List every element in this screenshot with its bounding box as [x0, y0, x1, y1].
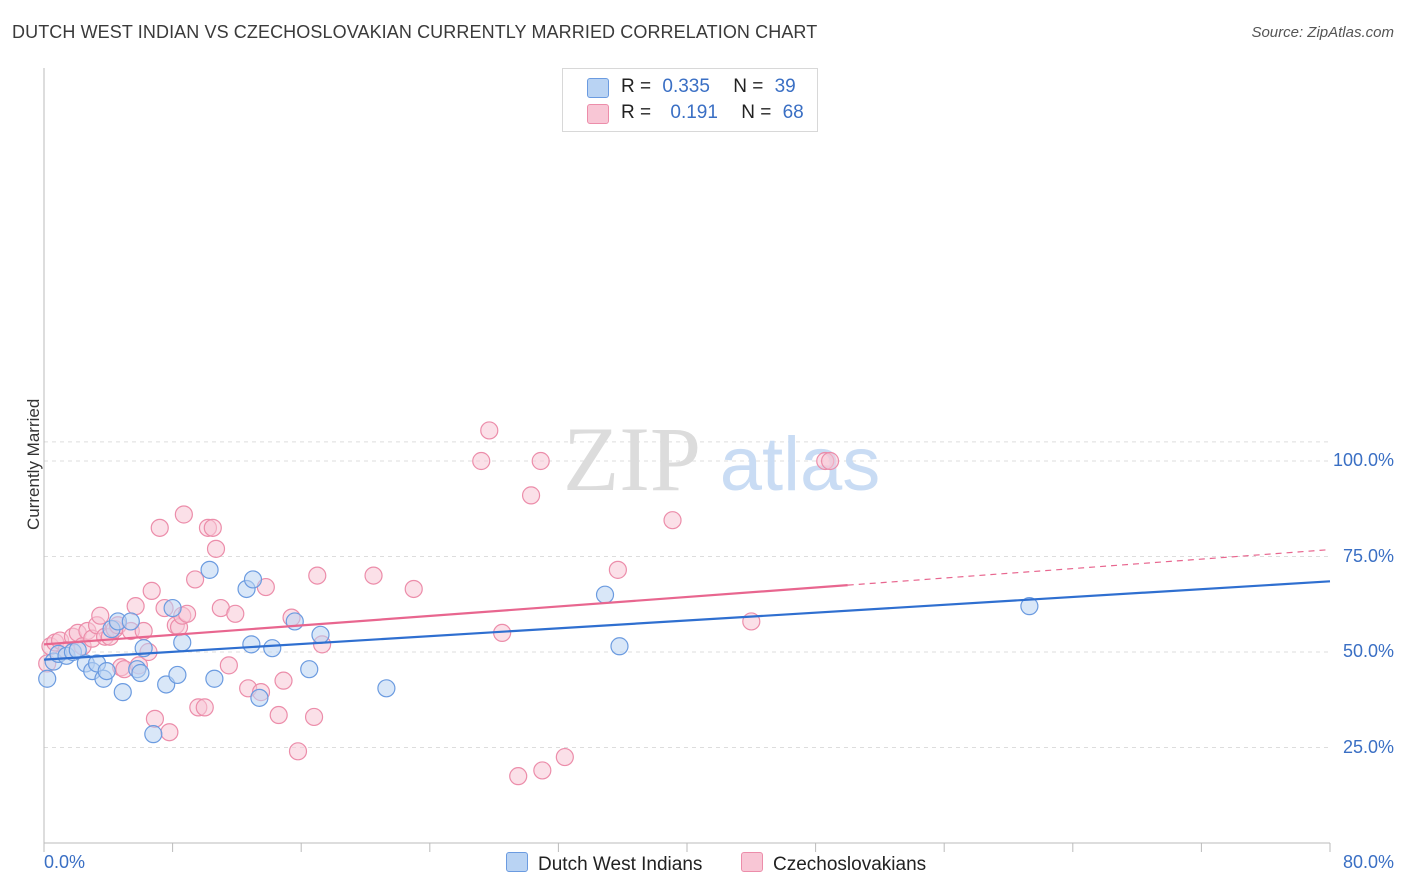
data-point [142, 581, 161, 600]
data-point [480, 421, 499, 440]
legend-r-label-1: R = [621, 76, 652, 97]
watermark: ZIP atlas [563, 408, 880, 510]
data-point [300, 660, 319, 679]
data-point [263, 639, 282, 658]
bottom-legend-pink: Czechoslovakians [741, 852, 926, 876]
bottom-legend-blue: Dutch West Indians [506, 852, 702, 876]
data-point [269, 705, 288, 725]
y-tick-label: 75.0% [1342, 545, 1394, 566]
legend-r-label-2: R = [621, 102, 652, 123]
data-point [820, 451, 840, 471]
legend-row-pink-text: R = 0.191 N = 68 [621, 102, 804, 124]
trend-line [43, 584, 848, 646]
data-point [203, 518, 222, 537]
data-point [174, 505, 193, 524]
data-point [608, 560, 627, 579]
data-point [243, 570, 263, 589]
data-point [160, 723, 179, 742]
legend-n-label-1: N = [733, 76, 764, 97]
legend-row-blue-text: R = 0.335 N = 39 [621, 76, 796, 98]
data-point [195, 698, 214, 717]
legend-r-value-2: 0.191 [670, 102, 718, 123]
bottom-legend-swatch-blue [506, 852, 528, 872]
data-point [250, 688, 269, 707]
x-tick-max: 80.0% [1342, 852, 1394, 872]
y-tick-label: 50.0% [1342, 641, 1394, 661]
y-axis-label: Currently Married [24, 398, 43, 530]
data-point [274, 671, 293, 690]
data-point [91, 606, 110, 625]
bottom-legend-label-pink: Czechoslovakians [773, 854, 927, 875]
legend-r-value-1: 0.335 [662, 76, 710, 97]
data-point [186, 570, 205, 589]
data-point [150, 518, 169, 537]
series-dutch-west-indians-points [38, 560, 1039, 744]
legend-n-value-1: 39 [774, 76, 796, 97]
grid-lines [44, 441, 1330, 748]
data-point [304, 707, 324, 727]
data-point [145, 709, 165, 728]
data-point [311, 625, 330, 644]
data-point [97, 661, 116, 681]
legend-n-value-2: 68 [782, 102, 804, 123]
data-point [113, 683, 132, 702]
data-point [595, 585, 615, 604]
chart-title: DUTCH WEST INDIAN VS CZECHOSLOVAKIAN CUR… [12, 22, 818, 42]
data-point [121, 612, 140, 631]
data-point [555, 747, 574, 767]
trend-line [43, 580, 1331, 661]
data-point [163, 598, 182, 618]
data-point [173, 633, 192, 652]
bottom-legend-swatch-pink [741, 852, 763, 872]
x-tick-min: 0.0% [44, 852, 86, 872]
source-label: Source: ZipAtlas.com [1251, 24, 1394, 41]
data-point [377, 679, 396, 698]
data-point [168, 665, 187, 685]
trend-lines [43, 549, 1331, 661]
data-point [663, 511, 682, 530]
axes [43, 68, 1331, 852]
legend-swatch-blue [587, 78, 609, 98]
data-point [126, 597, 145, 616]
data-point [404, 579, 423, 599]
data-point [206, 539, 226, 558]
trend-line-extension [847, 549, 1331, 586]
data-point [308, 566, 327, 585]
data-point [1020, 597, 1039, 616]
legend-n-label-2: N = [741, 102, 772, 123]
y-tick-label: 25.0% [1342, 736, 1394, 757]
y-tick-label: 100.0% [1332, 450, 1394, 470]
data-point [531, 451, 550, 471]
data-point [472, 451, 491, 471]
bottom-legend-label-blue: Dutch West Indians [538, 854, 703, 875]
data-point [521, 486, 541, 505]
data-point [200, 560, 219, 579]
data-point [144, 725, 163, 744]
data-point [610, 637, 629, 656]
data-point [38, 669, 57, 688]
data-point [242, 635, 261, 654]
data-point [288, 742, 308, 761]
data-point [533, 761, 552, 780]
data-point [205, 669, 224, 688]
data-point [364, 566, 383, 585]
data-point [226, 604, 245, 623]
watermark-zip: ZIP [563, 408, 701, 510]
data-point [219, 656, 238, 675]
data-point [509, 767, 528, 786]
legend-swatch-pink [587, 104, 609, 124]
watermark-atlas: atlas [720, 422, 881, 507]
data-point [131, 663, 150, 683]
stats-legend: R = 0.335 N = 39 R = 0.191 N = 68 [562, 68, 818, 132]
